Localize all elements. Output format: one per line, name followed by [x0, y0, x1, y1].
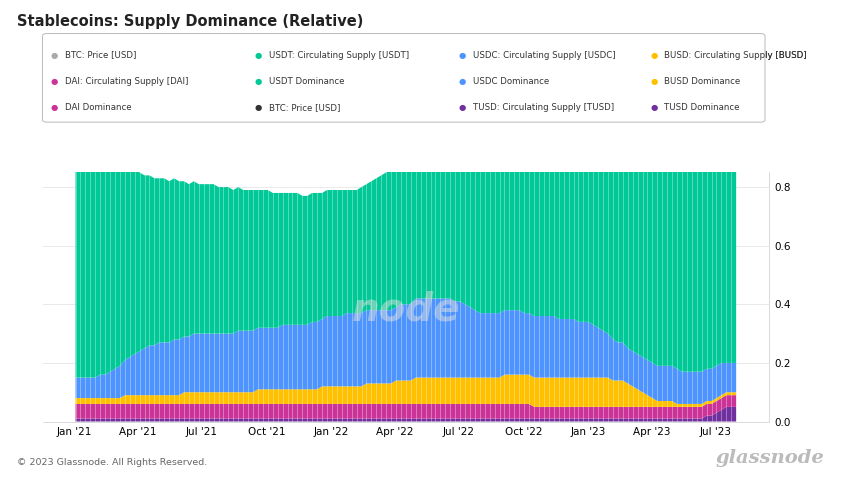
Text: BTC: Price [USD]: BTC: Price [USD] [269, 103, 340, 112]
Text: USDC Dominance: USDC Dominance [473, 77, 549, 86]
Text: TUSD: Circulating Supply [TUSD]: TUSD: Circulating Supply [TUSD] [473, 103, 614, 112]
Text: TUSD: Circulating Supply [TUSD]: TUSD: Circulating Supply [TUSD] [473, 103, 614, 112]
Text: ●: ● [51, 77, 59, 86]
Text: TUSD Dominance: TUSD Dominance [664, 103, 740, 112]
Text: BUSD Dominance: BUSD Dominance [664, 77, 740, 86]
Text: ●: ● [650, 51, 658, 59]
Text: USDC: Circulating Supply [USDC]: USDC: Circulating Supply [USDC] [473, 51, 615, 59]
Text: DAI: Circulating Supply [DAI]: DAI: Circulating Supply [DAI] [65, 77, 188, 86]
Text: TUSD Dominance: TUSD Dominance [664, 103, 740, 112]
Text: ●: ● [459, 103, 467, 112]
Text: BUSD Dominance: BUSD Dominance [664, 77, 740, 86]
Text: node: node [352, 290, 460, 329]
Text: ●: ● [459, 103, 467, 112]
Text: ●: ● [459, 77, 467, 86]
Text: ●: ● [650, 77, 658, 86]
Text: Stablecoins: Supply Dominance (Relative): Stablecoins: Supply Dominance (Relative) [17, 14, 363, 29]
Text: ●: ● [650, 103, 658, 112]
Text: glassnode: glassnode [716, 449, 824, 467]
Text: ●: ● [51, 51, 59, 59]
Text: ●: ● [255, 103, 263, 112]
Text: USDT Dominance: USDT Dominance [269, 77, 344, 86]
Text: ●: ● [255, 51, 263, 59]
Text: USDC Dominance: USDC Dominance [473, 77, 549, 86]
Text: ●: ● [255, 51, 263, 59]
Text: DAI: Circulating Supply [DAI]: DAI: Circulating Supply [DAI] [65, 77, 188, 86]
Text: ●: ● [51, 103, 59, 112]
Text: DAI Dominance: DAI Dominance [65, 103, 131, 112]
Text: ●: ● [255, 77, 263, 86]
Text: BTC: Price [USD]: BTC: Price [USD] [65, 51, 136, 59]
Text: ●: ● [650, 77, 658, 86]
Text: ●: ● [459, 51, 467, 59]
Text: BTC: Price [USD]: BTC: Price [USD] [65, 51, 136, 59]
Text: ●: ● [51, 103, 59, 112]
Text: BTC: Price [USD]: BTC: Price [USD] [269, 103, 340, 112]
Text: ●: ● [650, 51, 658, 59]
Text: © 2023 Glassnode. All Rights Reserved.: © 2023 Glassnode. All Rights Reserved. [17, 458, 207, 467]
Text: ●: ● [255, 103, 263, 112]
Text: ●: ● [650, 103, 658, 112]
Text: ●: ● [459, 51, 467, 59]
Text: USDT: Circulating Supply [USDT]: USDT: Circulating Supply [USDT] [269, 51, 409, 59]
Text: ●: ● [51, 77, 59, 86]
Text: BUSD: Circulating Supply [BUSD]: BUSD: Circulating Supply [BUSD] [664, 51, 807, 59]
Text: ●: ● [255, 77, 263, 86]
Text: USDT Dominance: USDT Dominance [269, 77, 344, 86]
Text: ●: ● [51, 51, 59, 59]
Text: USDC: Circulating Supply [USDC]: USDC: Circulating Supply [USDC] [473, 51, 615, 59]
Text: USDT: Circulating Supply [USDT]: USDT: Circulating Supply [USDT] [269, 51, 409, 59]
Text: DAI Dominance: DAI Dominance [65, 103, 131, 112]
Text: BUSD: Circulating Supply [BUSD]: BUSD: Circulating Supply [BUSD] [664, 51, 807, 59]
Text: ●: ● [459, 77, 467, 86]
